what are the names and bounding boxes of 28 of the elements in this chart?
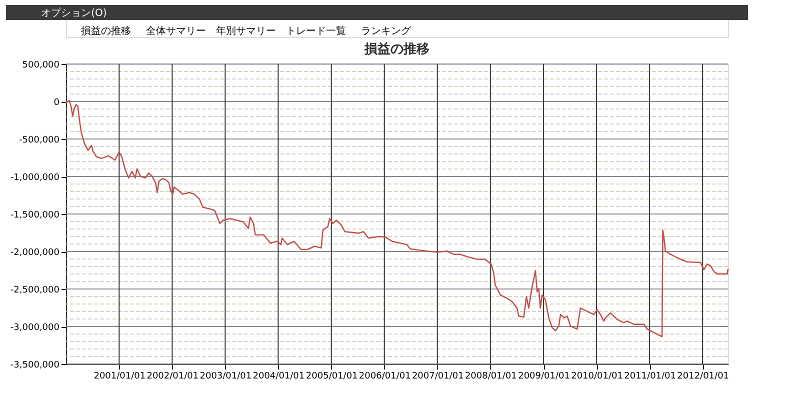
- y-tick-label: 0: [54, 98, 60, 108]
- text: オプション(O): [41, 7, 107, 19]
- text: トレード一覧: [286, 26, 346, 37]
- x-tick-label: 2002/01/01: [146, 372, 199, 382]
- x-tick-label: 2007/01/01: [412, 372, 464, 382]
- x-tick-label: 2008/01/01: [464, 372, 517, 382]
- x-tick-label: 2010/01/01: [571, 372, 623, 382]
- text: 年別サマリー: [216, 25, 276, 37]
- x-tick-label: 2006/01/01: [358, 372, 411, 382]
- x-tick-label: 2005/01/01: [306, 372, 358, 382]
- y-tick-label: -2,500,000: [10, 286, 60, 296]
- y-tick-label: -1,000,000: [10, 173, 60, 183]
- x-tick-label: 2012/01/01: [677, 372, 730, 382]
- text: ランキング: [361, 26, 412, 37]
- y-tick-label: -500,000: [19, 136, 60, 146]
- text: 全体サマリー: [146, 25, 206, 37]
- y-tick-label: 500,000: [22, 60, 60, 70]
- x-tick-label: 2001/01/01: [94, 372, 146, 382]
- x-tick-label: 2003/01/01: [200, 372, 252, 382]
- y-tick-label: -3,000,000: [10, 323, 60, 333]
- y-tick-label: -2,000,000: [10, 248, 60, 258]
- x-tick-label: 2011/01/01: [624, 372, 676, 382]
- y-tick-label: -1,500,000: [10, 210, 60, 220]
- x-tick-label: 2009/01/01: [518, 372, 570, 382]
- y-tick-label: -3,500,000: [10, 360, 60, 370]
- text: 損益の推移: [81, 25, 131, 37]
- chart-title: 損益の推移: [364, 42, 430, 57]
- x-tick-label: 2004/01/01: [252, 372, 305, 382]
